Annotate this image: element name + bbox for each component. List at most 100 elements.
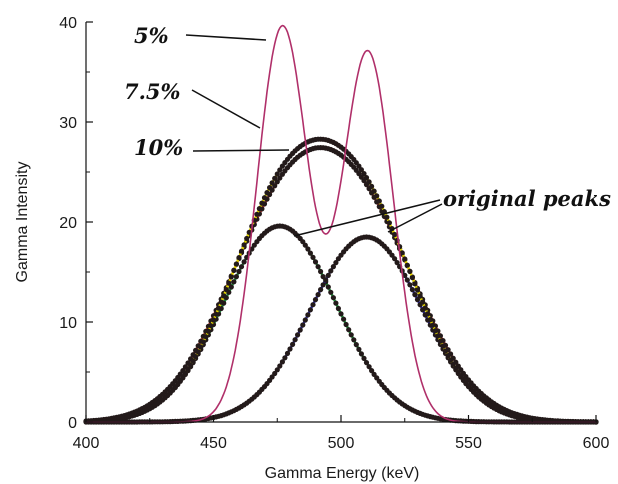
data-point-peak_b: [290, 341, 296, 347]
data-point-res_7_5: [188, 362, 194, 368]
data-point-res_7_5: [200, 339, 206, 345]
data-point-res_7_5: [236, 255, 242, 261]
data-point-peak_b: [323, 277, 329, 283]
data-point-res_7_5: [221, 293, 227, 299]
data-point-res_7_5: [223, 287, 229, 293]
data-point-peak_a: [363, 360, 370, 366]
data-point-peak_b: [404, 277, 410, 283]
data-point-res_7_5: [409, 275, 415, 281]
data-point-peak_b: [305, 312, 311, 318]
y-tick-label: 20: [59, 215, 77, 232]
data-point-res_7_5: [254, 211, 260, 217]
data-point-res_7_5: [261, 195, 268, 201]
data-point-peak_a: [328, 289, 334, 295]
data-point-peak_a: [333, 300, 339, 306]
x-axis-title: Gamma Energy (keV): [265, 465, 420, 482]
data-point-res_7_5: [228, 274, 234, 280]
data-point-res_7_5: [244, 235, 250, 242]
y-tick-label: 40: [59, 15, 77, 32]
data-point-peak_b: [333, 260, 339, 266]
data-point-peak_a: [338, 311, 344, 317]
data-point-peak_a: [312, 259, 319, 265]
data-point-res_7_5: [193, 354, 199, 360]
data-point-res_7_5: [420, 299, 426, 305]
data-point-res_10: [277, 175, 283, 181]
data-point-res_7_5: [417, 293, 423, 299]
data-point-res_7_5: [246, 229, 252, 235]
curves-layer: [83, 24, 599, 425]
annotations-layer: 5% 7.5% 10% original peaks: [124, 23, 611, 237]
data-point-res_7_5: [231, 267, 237, 273]
data-point-res_7_5: [185, 366, 191, 372]
data-point-peak_a: [305, 246, 311, 252]
data-point-peak_b: [292, 337, 298, 343]
data-point-peak_b: [272, 370, 278, 377]
data-point-res_7_5: [233, 261, 239, 267]
data-point-res_7_5: [238, 248, 245, 254]
data-point-res_7_5: [448, 357, 454, 363]
data-point-res_7_5: [267, 185, 273, 191]
data-point-res_7_5: [259, 200, 265, 206]
data-point-peak_a: [366, 364, 372, 370]
data-point-peak_a: [351, 337, 357, 343]
data-point-peak_a: [356, 346, 362, 352]
data-point-peak_b: [402, 272, 408, 278]
annotation-original-peaks: original peaks: [443, 186, 611, 211]
data-point-res_7_5: [277, 167, 283, 173]
data-point-peak_b: [277, 363, 283, 369]
data-point-peak_b: [284, 350, 291, 356]
data-point-peak_a: [341, 316, 347, 322]
data-point-peak_b: [325, 272, 331, 278]
data-point-peak_b: [392, 256, 398, 262]
data-point-peak_b: [409, 287, 415, 293]
data-point-res_7_5: [182, 370, 188, 376]
data-point-res_7_5: [384, 214, 390, 220]
data-point-res_7_5: [226, 280, 232, 286]
data-point-peak_a: [330, 295, 336, 301]
x-tick-label: 400: [73, 435, 100, 452]
annotation-leader-10pct: [192, 149, 290, 152]
data-point-peak_b: [287, 346, 293, 352]
data-point-res_7_5: [264, 190, 270, 196]
data-point-res_7_5: [430, 322, 436, 328]
data-point-peak_b: [282, 355, 288, 361]
data-point-res_7_5: [203, 334, 209, 340]
data-point-peak_b: [297, 327, 303, 333]
y-axis-title: Gamma Intensity: [14, 162, 31, 283]
data-point-res_7_5: [386, 220, 392, 226]
data-point-res_7_5: [376, 198, 382, 204]
data-point-res_7_5: [358, 167, 364, 173]
data-point-res_7_5: [442, 348, 449, 354]
data-point-peak_b: [279, 359, 285, 365]
data-point-peak_a: [302, 242, 308, 248]
data-point-res_7_5: [269, 180, 275, 186]
data-point-peak_a: [228, 284, 234, 290]
data-point-res_7_5: [407, 268, 413, 274]
y-tick-label: 0: [68, 415, 77, 432]
annotation-leader-original-b: [387, 203, 443, 233]
data-point-peak_a: [236, 268, 242, 275]
data-point-res_7_5: [435, 333, 441, 339]
data-point-res_7_5: [256, 206, 262, 212]
data-point-res_7_5: [371, 188, 377, 194]
data-point-peak_a: [241, 259, 247, 265]
data-point-peak_b: [274, 367, 280, 373]
data-point-res_7_5: [453, 365, 459, 371]
data-point-peak_a: [353, 342, 359, 348]
data-point-peak_b: [310, 302, 316, 308]
data-point-res_7_5: [205, 328, 211, 334]
data-point-peak_a: [346, 327, 352, 333]
x-tick-label: 500: [328, 435, 355, 452]
data-point-res_7_5: [374, 193, 380, 199]
data-point-peak_b: [300, 322, 306, 328]
x-tick-label: 600: [583, 435, 610, 452]
data-point-res_7_5: [379, 203, 385, 209]
data-point-res_7_5: [195, 349, 201, 355]
data-point-res_7_5: [445, 353, 451, 359]
data-point-peak_a: [318, 268, 324, 275]
data-point-res_7_5: [363, 175, 370, 181]
data-point-res_7_5: [422, 305, 428, 311]
data-point-peak_a: [358, 351, 364, 357]
data-point-res_7_5: [437, 338, 443, 344]
data-point-peak_b: [330, 264, 336, 270]
